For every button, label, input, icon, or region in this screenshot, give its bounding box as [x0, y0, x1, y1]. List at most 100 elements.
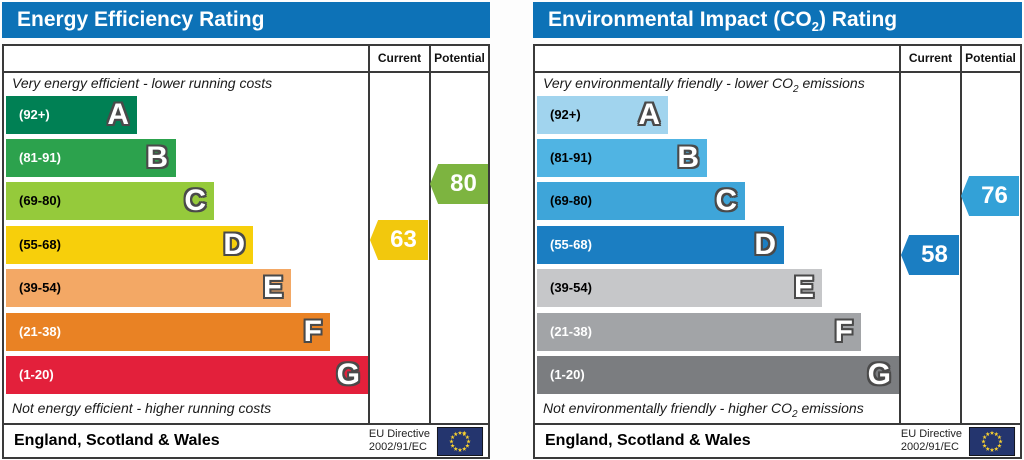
current-column-divider	[368, 46, 370, 423]
current-column-header: Current	[377, 51, 422, 65]
current-column-divider	[899, 46, 901, 423]
band-bar-c: (69-80) C	[537, 182, 745, 220]
eu-directive-line1: EU Directive	[900, 428, 962, 440]
band-range-label: (81-91)	[550, 150, 592, 165]
band-bar-e: (39-54) E	[537, 269, 822, 307]
band-row-g: (1-20) G	[537, 356, 899, 394]
band-bar-a: (92+) A	[6, 96, 137, 134]
title-text: Energy Efficiency Rating	[17, 8, 265, 31]
band-row-d: (55-68) D	[6, 226, 253, 264]
band-bar-d: (55-68) D	[537, 226, 784, 264]
potential-column-header: Potential	[434, 51, 485, 65]
top-note: Very environmentally friendly - lower CO…	[535, 73, 897, 95]
region-label: England, Scotland & Wales	[545, 432, 751, 449]
chart-footer: England, Scotland & Wales EU Directive 2…	[535, 423, 1020, 457]
current-column-header: Current	[908, 51, 953, 65]
band-row-e: (39-54) E	[537, 269, 822, 307]
title-text: Environmental Impact (CO	[548, 8, 812, 31]
band-row-b: (81-91) B	[537, 139, 707, 177]
current-value-marker: 58	[901, 235, 959, 275]
eu-directive-line2: 2002/91/EC	[368, 441, 427, 453]
band-range-label: (69-80)	[550, 193, 592, 208]
band-letter: D	[223, 228, 245, 261]
co2-panel-title: Environmental Impact (CO2) Rating	[533, 2, 1022, 38]
band-range-label: (81-91)	[19, 150, 61, 165]
eu-directive-label: EU Directive 2002/91/EC	[369, 428, 430, 454]
band-bar-f: (21-38) F	[6, 313, 330, 351]
title-text-post: ) Rating	[818, 8, 898, 31]
potential-value: 76	[981, 182, 1008, 209]
eu-directive-label: EU Directive 2002/91/EC	[901, 428, 962, 454]
note-text: Very energy efficient - lower running co…	[12, 75, 273, 91]
band-bar-d: (55-68) D	[6, 226, 253, 264]
band-range-label: (55-68)	[19, 237, 61, 252]
band-letter: C	[715, 184, 737, 217]
band-range-label: (21-38)	[550, 324, 592, 339]
band-letter: F	[834, 315, 853, 348]
band-row-g: (1-20) G	[6, 356, 368, 394]
note-subscript: 2	[793, 83, 799, 95]
eu-directive-line2: 2002/91/EC	[900, 441, 959, 453]
band-letter: E	[262, 271, 283, 304]
band-range-label: (92+)	[19, 107, 50, 122]
band-row-c: (69-80) C	[537, 182, 745, 220]
band-letter: E	[793, 271, 814, 304]
title-subscript: 2	[811, 19, 819, 35]
band-bar-b: (81-91) B	[537, 139, 707, 177]
note-subscript: 2	[792, 408, 798, 420]
band-range-label: (1-20)	[19, 367, 54, 382]
band-range-label: (1-20)	[550, 367, 585, 382]
band-row-d: (55-68) D	[537, 226, 784, 264]
top-note: Very energy efficient - lower running co…	[4, 73, 366, 94]
band-bar-g: (1-20) G	[537, 356, 899, 394]
potential-column-divider	[960, 46, 962, 423]
bottom-note: Not environmentally friendly - higher CO…	[535, 396, 897, 421]
potential-value-marker: 76	[961, 176, 1019, 216]
note-text: Not environmentally friendly - higher CO	[543, 400, 792, 416]
potential-column-divider	[429, 46, 431, 423]
band-letter: C	[184, 184, 206, 217]
current-value-marker: 63	[370, 220, 428, 260]
potential-column-header: Potential	[965, 51, 1016, 65]
band-bar-g: (1-20) G	[6, 356, 368, 394]
column-header-row	[535, 46, 1020, 73]
band-bar-a: (92+) A	[537, 96, 668, 134]
eu-flag-icon	[968, 427, 1016, 456]
energy-efficiency-panel: Energy Efficiency Rating Current Potenti…	[2, 2, 490, 459]
potential-value-marker: 80	[430, 164, 488, 204]
region-label: England, Scotland & Wales	[14, 432, 220, 449]
band-letter: G	[867, 358, 891, 391]
environmental-impact-panel: Environmental Impact (CO2) Rating Curren…	[533, 2, 1022, 459]
band-range-label: (55-68)	[550, 237, 592, 252]
band-row-a: (92+) A	[537, 96, 668, 134]
note-text-post: emissions	[798, 75, 865, 91]
band-bar-b: (81-91) B	[6, 139, 176, 177]
note-text-post: emissions	[797, 400, 864, 416]
band-row-c: (69-80) C	[6, 182, 214, 220]
band-row-e: (39-54) E	[6, 269, 291, 307]
band-row-f: (21-38) F	[537, 313, 861, 351]
bottom-note: Not energy efficient - higher running co…	[4, 396, 366, 421]
band-range-label: (69-80)	[19, 193, 61, 208]
band-row-b: (81-91) B	[6, 139, 176, 177]
eu-flag-icon	[436, 427, 484, 456]
co2-chart-frame: Current Potential Very environmentally f…	[533, 44, 1022, 459]
note-text: Very environmentally friendly - lower CO	[543, 75, 794, 91]
band-bar-e: (39-54) E	[6, 269, 291, 307]
note-text: Not energy efficient - higher running co…	[12, 400, 272, 416]
current-value: 58	[921, 241, 948, 268]
band-letter: D	[754, 228, 776, 261]
band-range-label: (39-54)	[550, 280, 592, 295]
band-letter: A	[107, 98, 129, 131]
band-letter: A	[638, 98, 660, 131]
energy-panel-title: Energy Efficiency Rating	[2, 2, 490, 38]
eu-directive-line1: EU Directive	[368, 428, 430, 440]
band-letter: B	[677, 141, 699, 174]
chart-footer: England, Scotland & Wales EU Directive 2…	[4, 423, 488, 457]
band-letter: F	[303, 315, 322, 348]
band-letter: B	[146, 141, 168, 174]
band-range-label: (21-38)	[19, 324, 61, 339]
potential-value: 80	[450, 170, 477, 197]
band-row-f: (21-38) F	[6, 313, 330, 351]
